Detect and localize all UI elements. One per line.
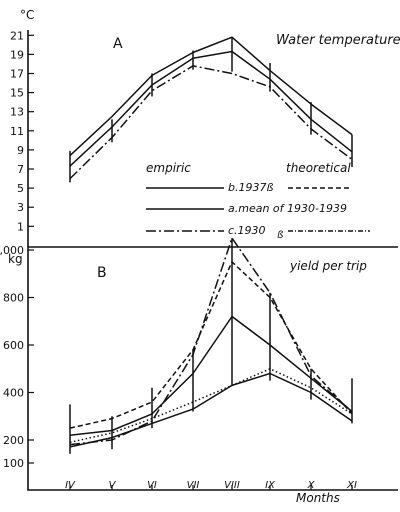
x-tick-label: XI: [346, 480, 357, 491]
panel-a-y-tick-label: 15: [10, 87, 24, 100]
panel-b-series-1: [69, 237, 353, 446]
x-axis-label: Months: [296, 491, 340, 505]
x-tick-label: VI: [147, 480, 157, 491]
panel-b-y-tick-label: 1,000: [0, 244, 24, 257]
panel-a-y-tick-label: 1: [17, 220, 24, 233]
panel-a-y-tick-label: 9: [17, 144, 24, 157]
panel-b-y-tick-label: 800: [3, 292, 24, 305]
legend-header-empiric: empiric: [146, 161, 191, 175]
panel-a-y-tick-label: 3: [17, 201, 24, 214]
panel-b-letter: B: [97, 265, 107, 281]
panel-a-unit-label: °C: [20, 8, 34, 22]
x-tick-label: V: [109, 480, 117, 491]
panel-a-series-0: [69, 50, 353, 167]
legend-header-theoretical: theoretical: [286, 161, 351, 175]
panel-b-y-tick-label: 200: [3, 434, 24, 447]
panel-a-series-1: [69, 36, 353, 157]
panel-a-y-tick-label: 21: [10, 29, 24, 42]
legend-a-label: a.mean of 1930-1939: [228, 202, 347, 215]
x-tick-label: VII: [187, 480, 200, 491]
x-tick-label: X: [307, 480, 316, 491]
panel-b-y-tick-label: 100: [3, 457, 24, 470]
panel-a-letter: A: [113, 36, 123, 52]
panel-b-series-2: [69, 261, 353, 429]
panel-a-y-tick-label: 13: [10, 106, 24, 119]
panel-b-title: yield per trip: [289, 259, 367, 273]
panel-a-y-tick-label: 5: [17, 182, 24, 195]
panel-a-y-tick-label: 11: [10, 125, 24, 138]
x-tick-label: IV: [65, 480, 76, 491]
legend-b-label: b.1937ß: [228, 181, 273, 194]
legend-c-label: c.1930: [228, 224, 266, 237]
panel-b-unit-label: kg: [8, 252, 23, 266]
panel-b-y-tick-label: 400: [3, 387, 24, 400]
x-tick-label: IX: [265, 480, 276, 491]
panel-a-title: Water temperature: [276, 33, 400, 48]
panel-b-series-4: [69, 372, 353, 448]
x-tick-label: VIII: [224, 480, 240, 491]
panel-b-y-tick-label: 600: [3, 339, 24, 352]
panel-b-series-0: [69, 315, 353, 437]
panel-a-y-tick-label: 17: [10, 68, 24, 81]
legend-c-suffix: ß: [277, 230, 283, 241]
panel-a-series-2: [69, 65, 353, 180]
panel-a-y-tick-label: 19: [10, 48, 24, 61]
panel-a-y-tick-label: 7: [17, 163, 24, 176]
panel-b-frame: [27, 246, 398, 491]
